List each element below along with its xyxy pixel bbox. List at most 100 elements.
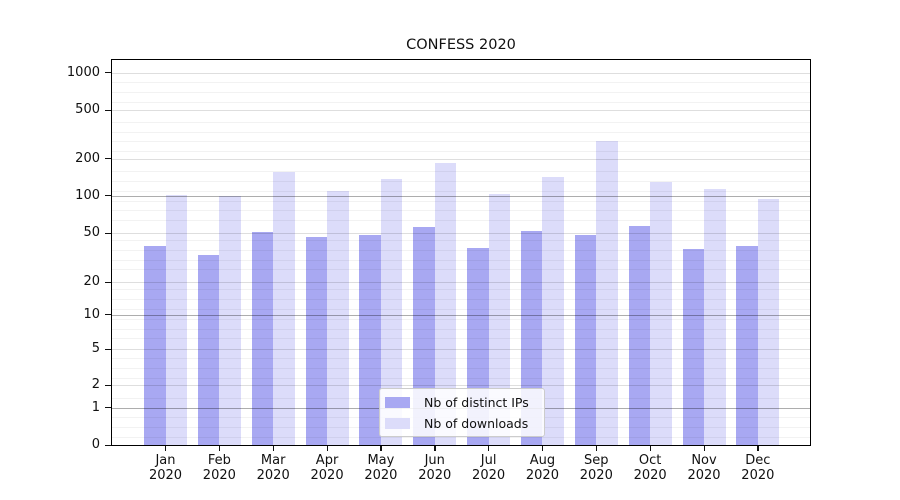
bar-distinct-ips-dec (736, 246, 758, 445)
legend-item-distinct-ips: Nb of distinct IPs (380, 394, 544, 411)
bar-downloads-aug (542, 176, 564, 445)
month-year: 2020 (579, 468, 613, 484)
bar-distinct-ips-apr (305, 237, 328, 445)
gridline-5 (112, 349, 810, 350)
legend-swatch-icon (385, 417, 410, 429)
legend-label: Nb of distinct IPs (424, 394, 529, 410)
x-tick-label-apr: Apr 2020 (299, 453, 355, 484)
gridline-50 (112, 233, 810, 234)
bar-downloads-nov (704, 188, 726, 445)
x-tick-mark-aug (541, 445, 544, 451)
month-year: 2020 (310, 468, 344, 484)
gridline-10 (112, 314, 810, 316)
month-name: Nov (691, 453, 717, 468)
x-tick-label-jun: Jun 2020 (407, 453, 463, 484)
minor-gridline (112, 328, 810, 330)
minor-gridline (112, 170, 810, 172)
y-tick-mark-50 (105, 232, 112, 234)
x-tick-label-sep: Sep 2020 (568, 453, 624, 484)
y-tick-label-5: 5 (91, 341, 100, 356)
x-tick-label-feb: Feb 2020 (191, 453, 247, 484)
y-tick-mark-500 (105, 109, 112, 111)
bar-distinct-ips-mar (251, 231, 274, 445)
x-tick-mark-sep (595, 445, 598, 451)
month-year: 2020 (202, 468, 236, 484)
bar-distinct-ips-may (359, 235, 381, 445)
minor-gridline (112, 121, 810, 123)
bar-downloads-oct (650, 181, 672, 445)
minor-gridline (112, 377, 810, 379)
minor-gridline (112, 259, 810, 261)
y-tick-mark-1000 (105, 72, 112, 74)
y-tick-label-20: 20 (83, 274, 100, 289)
month-name: Sep (584, 453, 609, 468)
bar-distinct-ips-oct (628, 225, 651, 445)
bar-downloads-jul (488, 194, 511, 445)
y-tick-mark-1 (105, 407, 112, 409)
month-name: Jan (155, 453, 176, 468)
chart-title: CONFESS 2020 (406, 37, 516, 53)
x-tick-mark-mar (272, 445, 274, 451)
y-tick-label-10: 10 (83, 306, 100, 322)
bar-downloads-jan (165, 194, 187, 445)
bar-downloads-jun (434, 163, 457, 445)
minor-gridline (112, 269, 810, 271)
x-tick-label-nov: Nov 2020 (676, 453, 732, 484)
y-tick-label-50: 50 (83, 225, 100, 240)
minor-gridline (112, 151, 810, 153)
month-year: 2020 (256, 468, 290, 484)
month-year: 2020 (472, 468, 506, 484)
minor-gridline (112, 220, 810, 222)
month-name: Apr (315, 453, 339, 468)
bar-downloads-may (380, 178, 403, 445)
gridline-20 (112, 282, 810, 283)
minor-gridline (112, 200, 810, 202)
y-tick-label-200: 200 (75, 150, 100, 166)
minor-gridline (112, 436, 810, 438)
minor-gridline (112, 239, 810, 241)
month-year: 2020 (148, 468, 183, 484)
minor-gridline (112, 299, 810, 300)
legend: Nb of distinct IPs Nb of downloads (379, 388, 545, 437)
minor-gridline (112, 289, 810, 291)
y-tick-mark-200 (105, 158, 112, 160)
month-year: 2020 (741, 468, 775, 484)
x-tick-mark-jul (488, 445, 490, 451)
minor-gridline (112, 180, 810, 182)
y-tick-mark-20 (105, 281, 112, 283)
minor-gridline (112, 249, 810, 251)
bar-downloads-mar (273, 172, 295, 445)
gridline-100 (112, 195, 810, 197)
y-tick-mark-100 (105, 195, 112, 197)
month-name: Jul (480, 453, 497, 468)
minor-gridline (112, 82, 810, 84)
x-tick-mark-oct (649, 445, 651, 451)
x-tick-label-mar: Mar 2020 (245, 453, 301, 484)
y-tick-label-100: 100 (75, 187, 100, 203)
x-tick-label-dec: Dec 2020 (730, 453, 786, 484)
month-name: Jun (424, 453, 445, 468)
y-tick-mark-0 (105, 444, 112, 446)
minor-gridline (112, 210, 810, 212)
month-name: Mar (260, 453, 286, 468)
x-tick-mark-jan (165, 445, 167, 451)
gridline-1000 (112, 72, 810, 74)
y-tick-mark-5 (105, 348, 112, 350)
bar-downloads-apr (327, 191, 349, 445)
month-year: 2020 (633, 468, 667, 484)
month-name: May (367, 453, 395, 468)
bar-downloads-feb (219, 196, 241, 445)
plot-area: Nb of distinct IPs Nb of downloads (111, 59, 811, 446)
minor-gridline (112, 131, 810, 133)
month-name: Dec (745, 453, 771, 468)
gridline-200 (112, 158, 810, 160)
month-name: Aug (529, 453, 556, 468)
x-tick-mark-dec (757, 445, 759, 451)
x-tick-label-aug: Aug 2020 (514, 453, 570, 484)
x-tick-mark-jun (434, 445, 436, 451)
gridline-2 (112, 385, 810, 386)
bar-distinct-ips-sep (574, 235, 597, 445)
y-tick-label-1: 1 (91, 399, 100, 415)
bar-distinct-ips-nov (682, 249, 704, 445)
gridline-500 (112, 110, 810, 111)
